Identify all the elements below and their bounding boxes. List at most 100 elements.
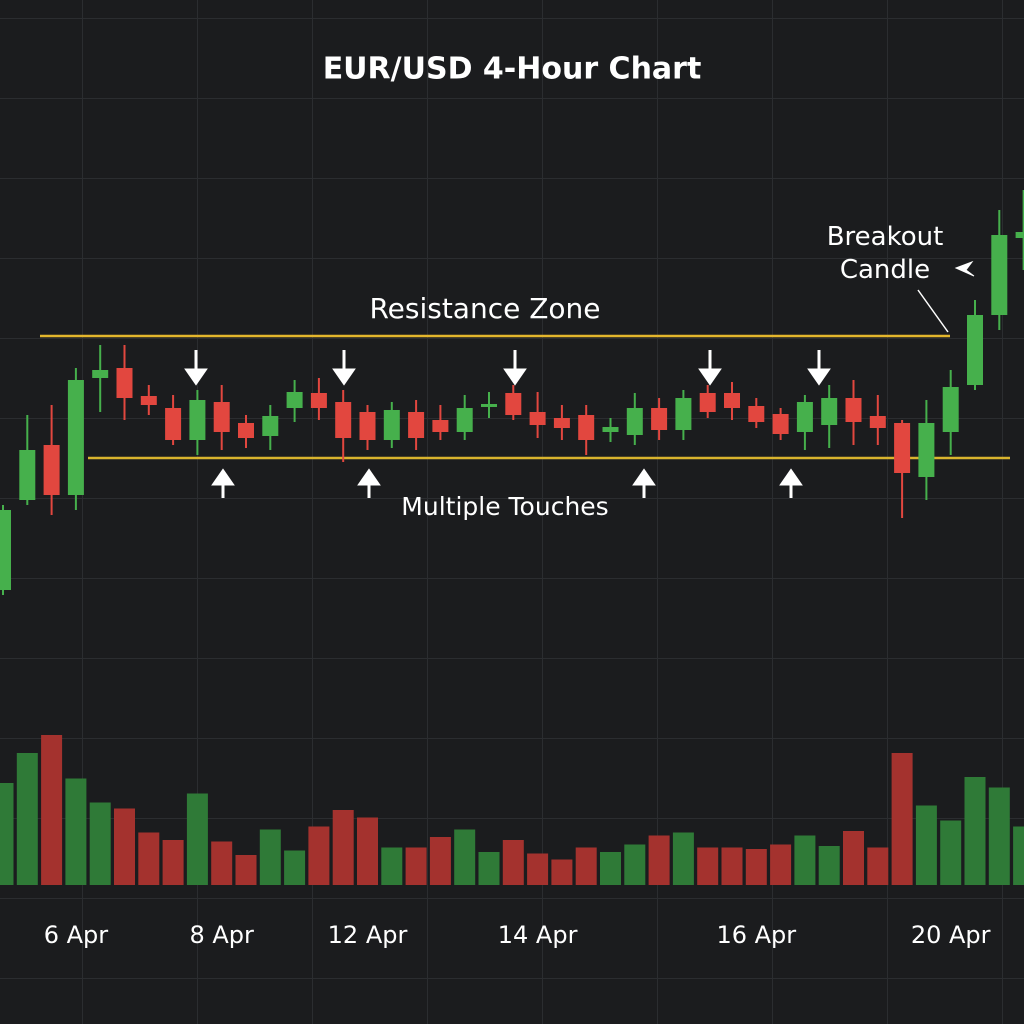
candle-body	[359, 412, 376, 440]
candle-body	[189, 400, 206, 440]
candle-body	[67, 380, 84, 495]
candle-body	[116, 368, 133, 398]
candle-body	[578, 415, 595, 440]
x-tick-label: 8 Apr	[189, 921, 254, 949]
volume-bar	[964, 777, 986, 885]
candle-body	[213, 402, 230, 432]
volume-bar	[527, 853, 549, 885]
candle-body	[772, 414, 789, 434]
volume-bar	[770, 844, 792, 885]
volume-bar	[721, 847, 743, 885]
candle-body	[238, 423, 254, 438]
volume-bar	[672, 832, 694, 885]
volume-bar	[381, 847, 403, 885]
volume-bar	[235, 855, 257, 885]
candle-body	[845, 398, 862, 422]
candle-body	[383, 410, 400, 440]
volume-bar	[0, 783, 14, 885]
up-arrows	[211, 468, 803, 498]
volume-bar	[551, 859, 573, 885]
volume-bar	[429, 837, 451, 885]
volume-bar	[600, 852, 621, 885]
candle-body	[651, 408, 668, 430]
annotation: Breakout Candle	[826, 222, 944, 285]
volume-bar	[648, 835, 670, 885]
volume-bar	[867, 847, 889, 885]
volume-bar	[697, 847, 719, 885]
volume-bar	[332, 810, 354, 885]
x-tick-label: 14 Apr	[498, 921, 578, 949]
volume-bar	[357, 817, 378, 885]
volume-bar	[65, 778, 87, 885]
volume-bar	[259, 829, 281, 885]
candle-body	[140, 396, 157, 405]
candle-body	[310, 393, 327, 408]
candle-body	[505, 393, 522, 415]
touch-arrows	[184, 260, 975, 498]
volume-bar	[308, 826, 330, 885]
candle-body	[967, 315, 983, 385]
volume-bar	[624, 844, 646, 885]
candle-body	[724, 393, 740, 408]
candle-body	[942, 387, 959, 432]
volume-bar	[186, 793, 208, 885]
candle-body	[165, 408, 182, 440]
candle-body	[92, 370, 109, 378]
candle-body	[869, 416, 886, 428]
volume-bar	[16, 753, 38, 885]
candle-body	[821, 398, 838, 425]
candle-body	[918, 423, 935, 477]
x-tick-label: 20 Apr	[911, 921, 991, 949]
candle-body	[262, 416, 279, 436]
candle-body	[675, 398, 692, 430]
candle-body	[1015, 232, 1024, 238]
volume-bar	[745, 849, 767, 885]
volume-bar	[211, 841, 233, 885]
candle-body	[335, 402, 352, 438]
annotation: Resistance Zone	[369, 292, 600, 325]
volume-bar	[988, 787, 1010, 885]
x-tick-label: 6 Apr	[44, 921, 109, 949]
volume-bar	[794, 835, 816, 885]
volume-bar	[41, 735, 63, 885]
volume-bar	[843, 831, 864, 885]
volume-bar	[89, 802, 111, 885]
volume-bar	[284, 850, 306, 885]
candle-body	[19, 450, 36, 500]
volume-bar	[940, 820, 962, 885]
volume-bar	[502, 840, 524, 885]
candle-body	[456, 408, 473, 432]
annotation: Multiple Touches	[401, 492, 608, 521]
candle-body	[699, 393, 716, 412]
volume-bar	[405, 847, 427, 885]
volume-bar	[575, 847, 597, 885]
pointer-icon	[954, 260, 975, 277]
candle-body	[0, 510, 11, 590]
candle-body	[748, 406, 765, 422]
chart-title: EUR/USD 4-Hour Chart	[323, 52, 702, 87]
x-tick-label: 16 Apr	[716, 921, 796, 949]
candle-body	[529, 412, 546, 425]
volume-bar	[891, 753, 913, 885]
volume-bar	[162, 840, 184, 885]
x-tick-label: 12 Apr	[328, 921, 408, 949]
candle-body	[43, 445, 60, 495]
volume-bar	[818, 846, 840, 885]
volume-bar	[114, 808, 135, 885]
candle-body	[408, 412, 425, 438]
candle-body	[481, 404, 497, 407]
volume-bar	[454, 829, 476, 885]
volume-bar	[915, 805, 937, 885]
candle-body	[626, 408, 643, 435]
candle-body	[796, 402, 813, 432]
candle-body	[991, 235, 1008, 315]
candle-body	[602, 427, 619, 432]
candle-body	[286, 392, 303, 408]
volume-bar	[138, 832, 160, 885]
volume-bar	[478, 852, 500, 885]
candle-body	[553, 418, 570, 428]
candle-body	[432, 420, 449, 432]
pointer-line	[917, 289, 949, 333]
